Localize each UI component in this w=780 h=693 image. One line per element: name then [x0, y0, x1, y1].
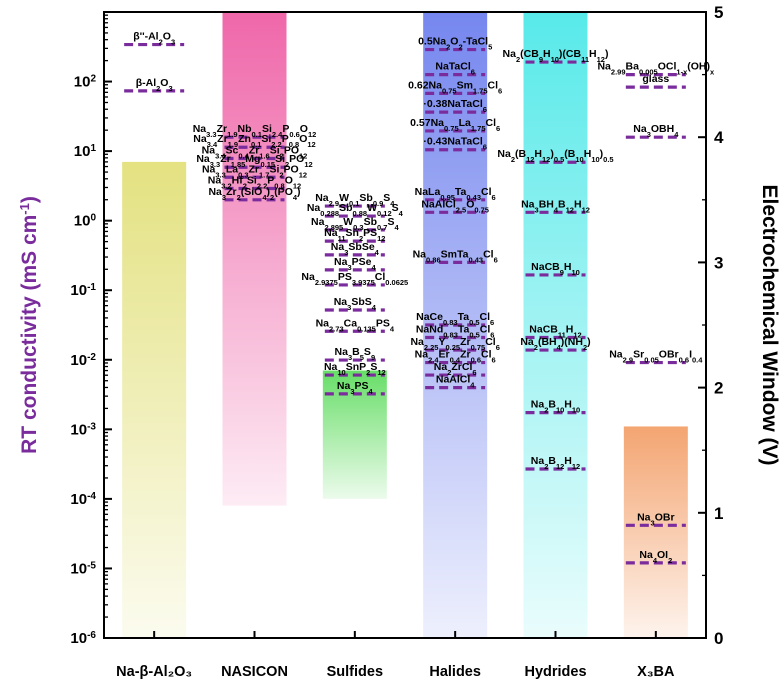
material-label: Na3OBr — [637, 511, 674, 527]
material-label: NaLa0.95Ta0.43Cl6 — [415, 186, 496, 202]
category-label: Na-β-Al₂O₃ — [116, 664, 192, 680]
material-label: Na3.4Sc0.4Zr1.6Si2PO12 — [202, 144, 308, 160]
right-tick-label: 4 — [714, 128, 724, 147]
material-label: Na3PSe4 — [334, 256, 376, 272]
plot-frame — [103, 11, 707, 639]
material-label: Na0.86SmTa0.43Cl6 — [413, 248, 498, 264]
left-tick-label: 10-4 — [70, 490, 96, 508]
material-label: Na2.4Er0.4Zr0.6Cl6 — [415, 349, 496, 365]
left-axis-label: RT conductivity (mS cm-1) — [17, 196, 42, 454]
left-tick-label: 10-1 — [70, 282, 96, 300]
material-label: NaCe0.83Ta0.5Cl6 — [416, 311, 494, 327]
material-label: Na0.288Sb0.88W0.12S4 — [307, 202, 404, 218]
material-label: Na3SbSe4 — [331, 241, 380, 257]
material-label: ·0.38NaTaCl6 — [423, 98, 487, 114]
material-label: Na3Zr2(SiO4)2(PO4) — [208, 186, 300, 202]
material-labels: β''-Al2O3 β-Al2O3 Na3.3Zr1.9Nb0.1Si2.4P0.6… — [133, 31, 715, 565]
left-tick-label: 10-6 — [70, 630, 96, 648]
material-label: Na3.3Zr1.9Nb0.1Si2.4P0.6O12 — [193, 123, 317, 139]
material-label: Na11Sn2PS12 — [324, 227, 385, 243]
material-label: Na2.9375PS3.9375Cl0.0625 — [301, 271, 408, 287]
material-label: Na2.99Ba0.005OCl1-x(OH)x — [597, 61, 715, 77]
material-label: Na2(B12H12)0.5(B10H10)0.5 — [497, 148, 613, 164]
material-label: 0.62Na0.75Sm1.75Cl6 — [408, 79, 502, 95]
material-label: Na2B10H10 — [531, 399, 580, 415]
material-label: NaTaCl6 — [435, 61, 475, 77]
material-label: NaCB9H10 — [531, 261, 580, 277]
right-tick-label: 1 — [714, 504, 723, 523]
material-label: ·0.43NaTaCl6 — [423, 136, 487, 152]
bar-2 — [322, 370, 387, 499]
right-tick-label: 2 — [714, 379, 723, 398]
material-label: β-Al2O3 — [136, 77, 173, 93]
material-label: Na3B5S9 — [335, 346, 376, 362]
material-label: Na3OBH4 — [633, 123, 679, 139]
material-label: NaAlCl2.5O0.75 — [421, 198, 489, 214]
material-label: 0.57Na0.75La1.75Cl6 — [410, 117, 500, 133]
bar-5 — [623, 426, 688, 638]
material-label: Na2(CB9H10)(CB11H12) — [503, 48, 609, 64]
right-axis-label: Electrochemical Window (V) — [758, 184, 780, 465]
material-label: Na2B12H12 — [531, 455, 580, 471]
left-tick-label: 101 — [74, 143, 97, 161]
category-label: Hydrides — [524, 664, 586, 680]
material-label: Na3.3Zr1.85Mg0.15Si2PO12 — [196, 153, 312, 169]
left-tick-label: 10-2 — [70, 351, 96, 369]
right-tick-label: 5 — [714, 3, 723, 22]
material-label: Na2.25Y0.25Zr0.75Cl6 — [410, 336, 499, 352]
material-label: Na3.3La0.3Zr1.7Si2PO12 — [202, 163, 307, 179]
material-label: NaAlCl4 — [436, 374, 475, 390]
bar-4 — [523, 12, 588, 638]
left-axis: 10-6 10-5 10-4 10-3 10-2 10-1 100 101 102 — [70, 14, 112, 648]
right-tick-label: 0 — [714, 629, 723, 648]
category-label: Halides — [429, 664, 481, 680]
right-axis: 0 1 2 3 4 5 — [698, 3, 724, 648]
window-markers — [124, 42, 686, 565]
material-label: Na3PS4 — [337, 380, 374, 396]
left-tick-label: 10-5 — [70, 560, 96, 578]
left-tick-label: 10-3 — [70, 421, 96, 439]
material-label: Na2.895W0.3Sb0.7S4 — [311, 216, 399, 232]
right-tick-label: 3 — [714, 253, 723, 272]
category-label: NASICON — [221, 664, 288, 680]
left-tick-label: 102 — [74, 73, 97, 91]
left-tick-label: 100 — [74, 212, 97, 230]
material-label: Na3.4Zr1.9Zn0.1Si2.2P0.8O12 — [193, 133, 315, 149]
material-label: NaNd0.83Ta0.5Cl6 — [416, 324, 495, 340]
material-label: Na2.9W0.1Sb0.9S4 — [315, 192, 395, 208]
material-label: Na4OI2 — [639, 549, 672, 565]
x-axis-categories: Na-β-Al₂O₃ NASICON Sulfides Halides Hydrides… — [116, 631, 675, 680]
material-label: β''-Al2O3 — [133, 31, 175, 47]
material-label: Na3SbS4 — [334, 296, 377, 312]
material-label: Na2ZrCl6 — [434, 361, 477, 377]
material-label: Na2.9Sr0.05OBr0.6I0.4 — [609, 349, 703, 365]
material-label: 0.5Na2O2-TaCl5 — [418, 36, 492, 52]
material-label: Na10SnP2S12 — [324, 361, 386, 377]
material-label: Na2(BH4)(NH2) — [520, 336, 590, 352]
material-label: glass — [642, 73, 669, 85]
bar-0 — [122, 161, 187, 638]
category-label: Sulfides — [327, 664, 383, 680]
material-label: Na3.2Hf2Si2.2P0.8O12 — [208, 175, 301, 191]
category-bars — [122, 12, 688, 638]
category-label: X₃BA — [637, 664, 675, 680]
bar-1 — [222, 12, 287, 506]
material-label: Na2.73Ca0.135PS4 — [316, 317, 395, 333]
material-label: NaCB11H12 — [529, 324, 581, 340]
material-label: Na3BH4B12H12 — [521, 198, 590, 214]
